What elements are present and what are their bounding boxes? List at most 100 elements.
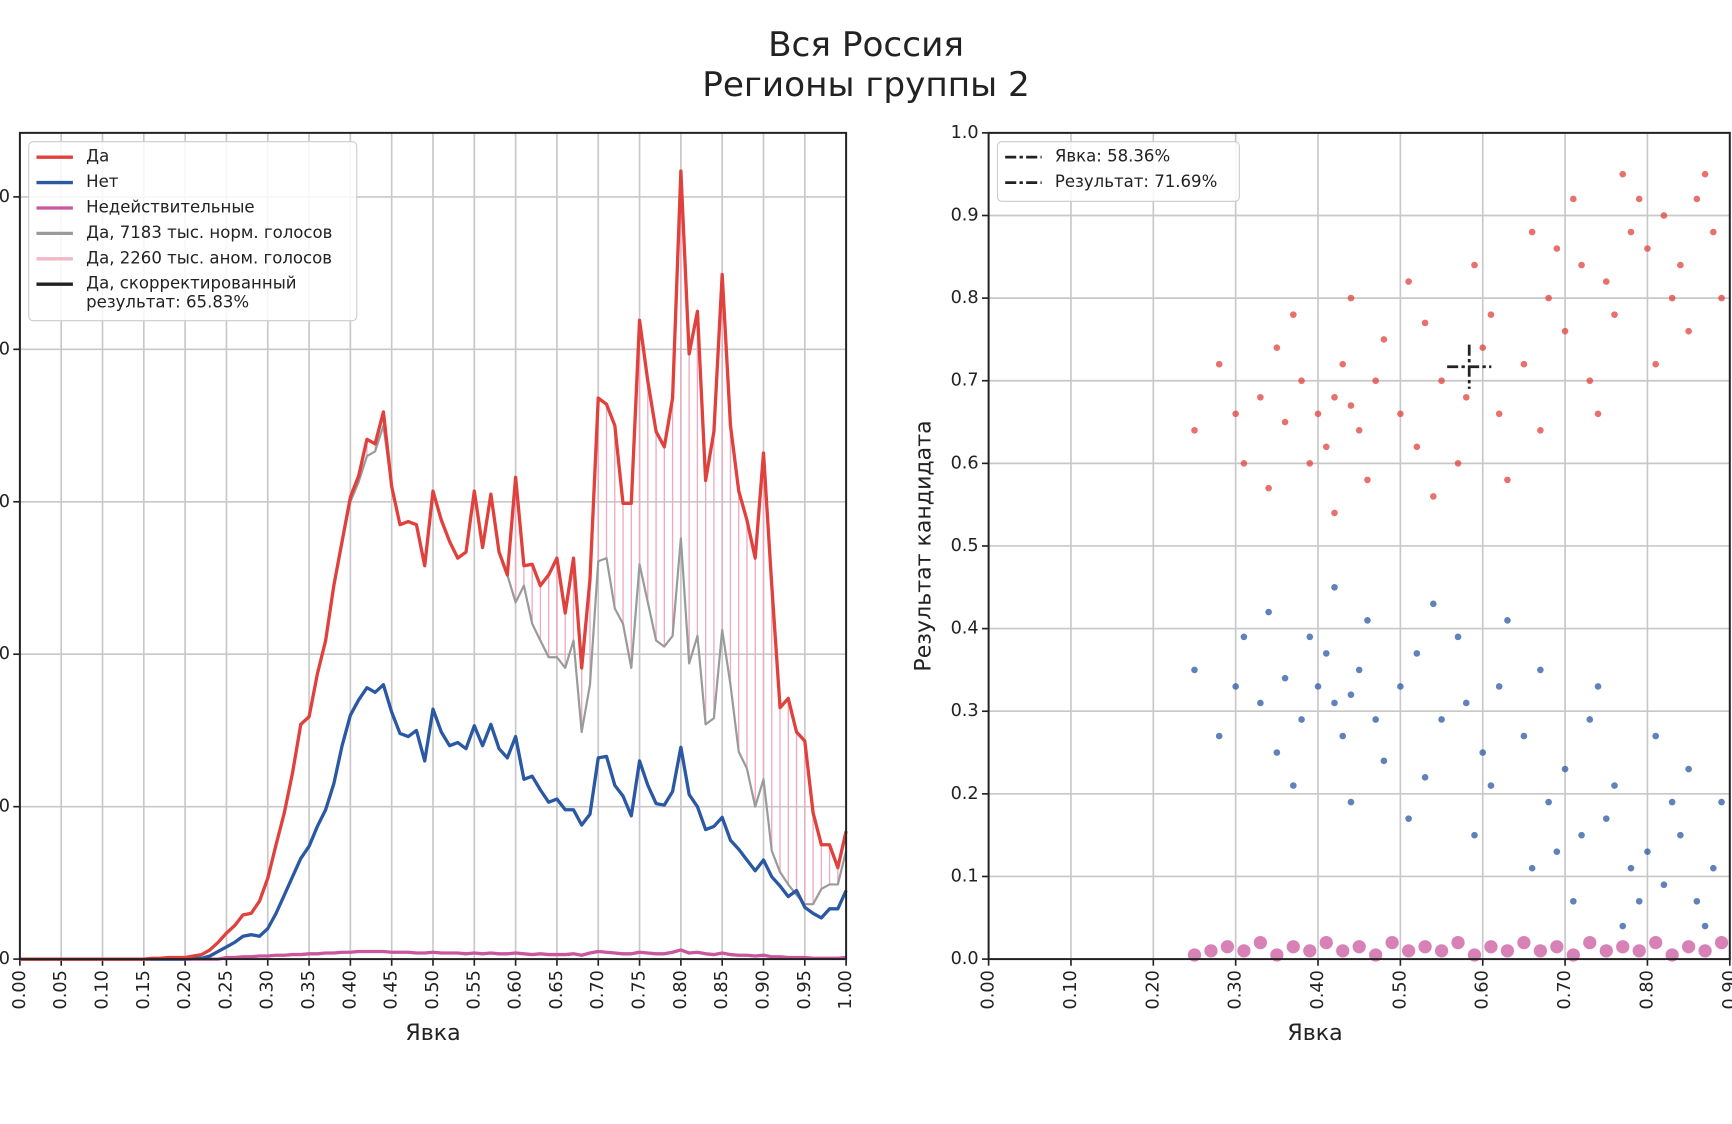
x-tick-label: 0.20 — [1143, 970, 1163, 1009]
scatter-point — [1413, 443, 1421, 451]
scatter-point — [1471, 261, 1478, 269]
x-tick-label: 0.95 — [795, 970, 815, 1009]
scatter-point — [1454, 460, 1462, 467]
x-tick-label: 0.15 — [134, 970, 154, 1009]
scatter-point — [1504, 476, 1511, 484]
scatter-point — [1204, 944, 1218, 958]
y-tick-label: 0.8 — [951, 288, 979, 308]
scatter-point — [1635, 897, 1643, 905]
scatter-point — [1397, 683, 1404, 690]
scatter-point — [1570, 195, 1577, 203]
scatter-point — [1487, 782, 1495, 789]
scatter-point — [1240, 633, 1248, 641]
scatter-point — [1578, 261, 1585, 269]
x-tick-label: 0.40 — [340, 970, 360, 1009]
scatter-point — [1462, 699, 1470, 707]
scatter-point — [1336, 944, 1350, 958]
y-tick-label: 0.5 — [951, 536, 979, 556]
scatter-point — [1561, 765, 1569, 773]
scatter-point — [1405, 815, 1412, 822]
scatter-point — [1677, 831, 1684, 839]
y-tick-label: 0.2 — [951, 784, 979, 804]
scatter-point — [1290, 782, 1297, 789]
scatter-point — [1314, 410, 1322, 418]
scatter-point — [1298, 716, 1305, 723]
y-tick-label: 5000 — [0, 187, 10, 207]
scatter-point — [1240, 460, 1248, 467]
x-tick-label: 0.50 — [1390, 970, 1410, 1009]
x-tick-label: 0.60 — [506, 970, 526, 1009]
x-tick-label: 0.75 — [630, 970, 650, 1009]
scatter-point — [1710, 864, 1717, 872]
scatter-point — [1331, 699, 1338, 707]
y-tick-label: 0.9 — [951, 205, 979, 225]
scatter-point — [1232, 410, 1239, 418]
scatter-point — [1718, 294, 1725, 302]
x-tick-label: 1.00 — [836, 970, 856, 1009]
scatter-point — [1537, 666, 1544, 674]
x-tick-label: 0.90 — [1720, 970, 1732, 1009]
scatter-point — [1602, 278, 1610, 285]
scatter-point — [1322, 650, 1330, 657]
scatter-point — [1533, 944, 1548, 958]
scatter-point — [1594, 683, 1602, 690]
x-tick-label: 0.65 — [547, 970, 567, 1009]
scatter-point — [1215, 732, 1223, 740]
scatter-point — [1339, 732, 1347, 740]
scatter-point — [1550, 940, 1564, 954]
scatter-point — [1265, 484, 1272, 492]
x-tick-label: 0.70 — [1555, 970, 1575, 1009]
scatter-point — [1364, 617, 1371, 624]
scatter-point — [1586, 716, 1594, 723]
scatter-point — [1635, 195, 1643, 203]
scatter-point — [1495, 410, 1503, 418]
scatter-point — [1714, 935, 1729, 950]
scatter-point — [1537, 426, 1544, 434]
x-axis-label: Явка — [405, 1020, 460, 1046]
x-tick-label: 0.80 — [671, 970, 691, 1009]
scatter-point — [1578, 831, 1585, 839]
y-tick-label: 0 — [0, 949, 10, 969]
scatter-point — [1710, 228, 1717, 236]
scatter-point — [1451, 935, 1465, 950]
scatter-point — [1619, 922, 1627, 930]
legend-box — [28, 141, 358, 322]
scatter-point — [1517, 935, 1531, 950]
x-tick-label: 0.25 — [216, 970, 236, 1009]
scatter-point — [1484, 940, 1498, 954]
scatter-point — [1660, 212, 1668, 219]
scatter-point — [1430, 493, 1437, 500]
scatter-point — [1303, 944, 1317, 958]
scatter-point — [1462, 393, 1470, 401]
scatter-point — [1331, 393, 1338, 401]
scatter-point — [1553, 245, 1561, 252]
scatter-point — [1355, 666, 1363, 674]
scatter-point — [1685, 327, 1692, 335]
scatter-point — [1397, 410, 1404, 418]
scatter-point — [1253, 935, 1268, 950]
scatter-point — [1438, 716, 1445, 723]
scatter-point — [1545, 798, 1552, 806]
scatter-point — [1528, 228, 1536, 236]
y-tick-label: 4000 — [0, 339, 10, 359]
scatter-point — [1545, 294, 1552, 302]
x-tick-label: 0.50 — [423, 970, 443, 1009]
x-tick-label: 0.60 — [1473, 970, 1493, 1009]
y-tick-label: 0.3 — [951, 701, 979, 721]
figure-subtitle: Регионы группы 2 — [702, 65, 1030, 105]
x-tick-label: 0.70 — [588, 970, 608, 1009]
legend-label: Недействительные — [86, 197, 254, 216]
scatter-point — [1570, 897, 1577, 905]
scatter-point — [1528, 864, 1536, 872]
plot-frame — [18, 131, 848, 961]
scatter-point — [1220, 940, 1235, 954]
scatter-point — [1701, 170, 1709, 178]
scatter-point — [1273, 749, 1281, 756]
scatter-point — [1257, 699, 1264, 707]
scatter-point — [1649, 935, 1663, 950]
x-tick-label: 0.45 — [382, 970, 402, 1009]
y-tick-label: 1000 — [0, 797, 10, 817]
scatter-point — [1281, 418, 1289, 426]
scatter-point — [1611, 311, 1618, 318]
